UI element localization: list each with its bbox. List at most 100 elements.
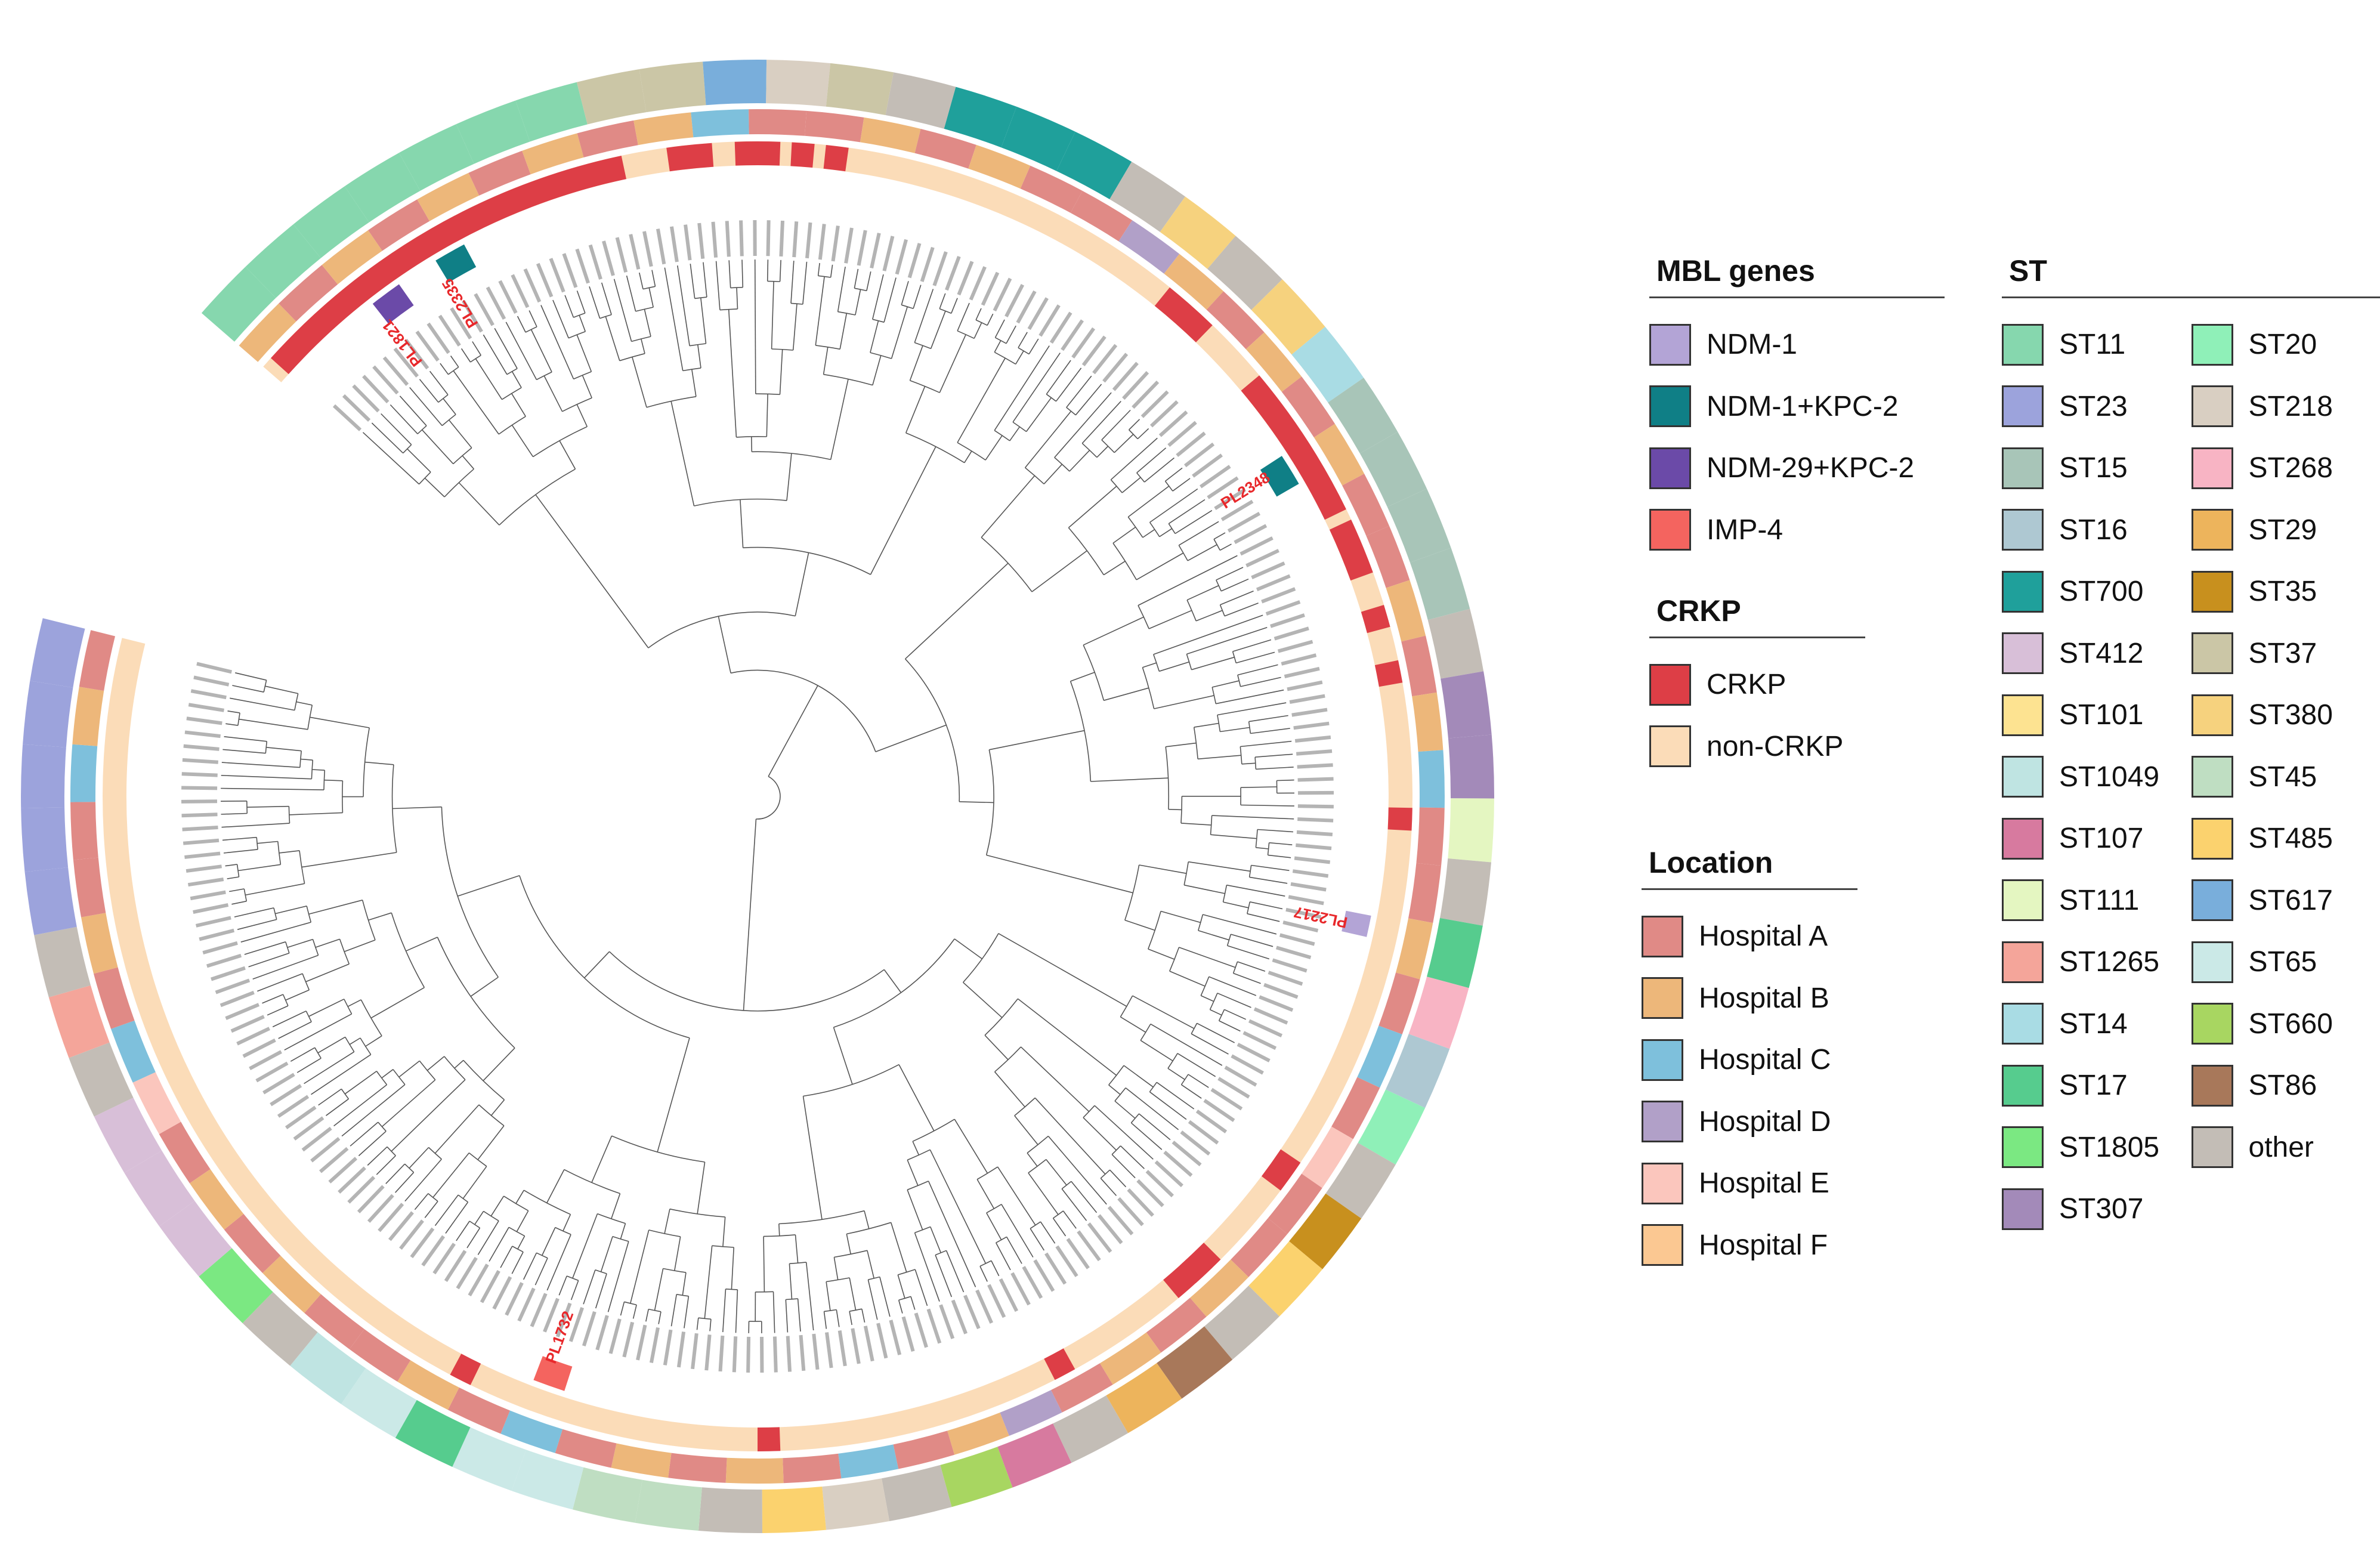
tip-label-mark [684, 224, 692, 261]
tree-branch [909, 345, 923, 381]
tree-branch [1220, 578, 1249, 592]
legend-item: ST1049 [2002, 746, 2192, 808]
tree-branch [584, 951, 610, 978]
tree-branch [1046, 360, 1071, 395]
tree-branch [364, 761, 394, 765]
tip-label-mark [669, 226, 679, 262]
tree-branch [365, 1035, 382, 1047]
location-ring-segment [1268, 1173, 1322, 1234]
tree-branch [1187, 544, 1217, 561]
legend-item: ST65 [2191, 931, 2380, 993]
tree-branch-arc [1254, 757, 1257, 770]
legend-swatch [2002, 323, 2044, 366]
tip-label-mark [1217, 1077, 1250, 1099]
tip-label-mark [595, 1315, 609, 1351]
crkp-ring-segment [450, 1354, 481, 1385]
tree-branch [516, 1210, 529, 1232]
tree-branch [409, 1147, 429, 1169]
location-ring-segment [1164, 254, 1224, 310]
tree-branch [1203, 914, 1277, 935]
tip-label-mark [588, 244, 602, 280]
tree-branch [657, 1037, 690, 1153]
tree-branch [957, 302, 970, 332]
tree-branch [817, 262, 820, 276]
tip-label-mark [1297, 817, 1334, 823]
tree-branch [1136, 447, 1167, 474]
st-ring-segment [1427, 608, 1484, 679]
legend-location-title: Location [1649, 846, 1773, 879]
tip-label-mark [1210, 1087, 1243, 1111]
tip-label-mark [1117, 1197, 1144, 1226]
tip-label-mark [857, 230, 867, 266]
tip-label-mark [202, 941, 238, 954]
tip-label-mark [1284, 666, 1320, 679]
tree-branch [928, 1181, 976, 1287]
tip-label-mark [1251, 561, 1285, 580]
tree-branch [891, 306, 908, 359]
tree-branch-arc [1237, 675, 1241, 687]
tip-label-mark [981, 271, 1000, 306]
tree-branch [221, 775, 312, 780]
tip-label-mark [492, 1276, 512, 1310]
tip-label-mark [945, 255, 961, 291]
tree-branch [1052, 1218, 1067, 1237]
tree-branch [1132, 995, 1195, 1029]
tree-branch [1217, 993, 1251, 1008]
legend-swatch [2002, 1188, 2044, 1230]
tip-label-mark [568, 1307, 585, 1342]
tip-label-mark [183, 744, 220, 751]
st-ring-segment [885, 72, 956, 129]
tree-branch [1191, 656, 1235, 671]
st-ring-segment [452, 1427, 526, 1491]
st-ring-segment [48, 985, 110, 1058]
tip-label-mark [1140, 390, 1169, 418]
tree-branch [528, 310, 537, 327]
st-ring-segment [395, 1399, 471, 1467]
tree-branch-arc [344, 999, 353, 1015]
tip-label-mark [249, 1050, 282, 1070]
tree-branch [1139, 864, 1187, 874]
legend-swatch [2191, 941, 2233, 983]
tree-branch [308, 900, 363, 915]
tip-label-mark [1203, 1099, 1235, 1122]
location-ring-segment [279, 265, 338, 322]
st-ring-segment [1160, 196, 1236, 269]
tip-label-mark [957, 261, 974, 296]
legend-swatch [2191, 509, 2233, 551]
tree-branch [399, 396, 427, 427]
tree-branch [434, 1104, 480, 1154]
location-ring-segment [633, 112, 694, 146]
tree-branch [994, 340, 1002, 353]
tip-label-mark [907, 243, 922, 279]
tree-branch-arc [631, 336, 651, 342]
tree-branch [315, 938, 340, 948]
tip-label-mark [1167, 421, 1197, 447]
location-ring-segment [368, 199, 430, 251]
tree-branch [453, 370, 499, 435]
legend-divider [1649, 296, 1945, 298]
tree-branch [434, 1194, 459, 1226]
location-ring-segment [522, 133, 584, 175]
legend-label: other [2248, 1131, 2314, 1163]
tree-branch [1224, 603, 1259, 617]
tree-branch [409, 387, 443, 427]
tree-branch [930, 311, 946, 349]
crkp-ring-segment [1044, 1348, 1075, 1380]
tree-branch [237, 919, 277, 930]
tip-label-mark [187, 878, 224, 887]
tip-label-mark [1242, 1031, 1277, 1051]
tree-branch [648, 288, 654, 308]
tree-branch-arc [1164, 481, 1173, 492]
tree-branch [1191, 1033, 1229, 1055]
tree-branch-arc [444, 468, 474, 498]
st-ring-segment [1053, 1395, 1129, 1463]
legend-swatch [2002, 817, 2044, 860]
tree-branch [611, 1193, 621, 1219]
tip-label-mark [1272, 958, 1308, 973]
tree-branch [1156, 1082, 1195, 1110]
tree-branch [1043, 464, 1063, 484]
tree-branch [898, 1300, 903, 1314]
tree-branch [771, 281, 774, 350]
tree-branch-arc [1210, 815, 1213, 835]
tree-branch [511, 393, 526, 417]
